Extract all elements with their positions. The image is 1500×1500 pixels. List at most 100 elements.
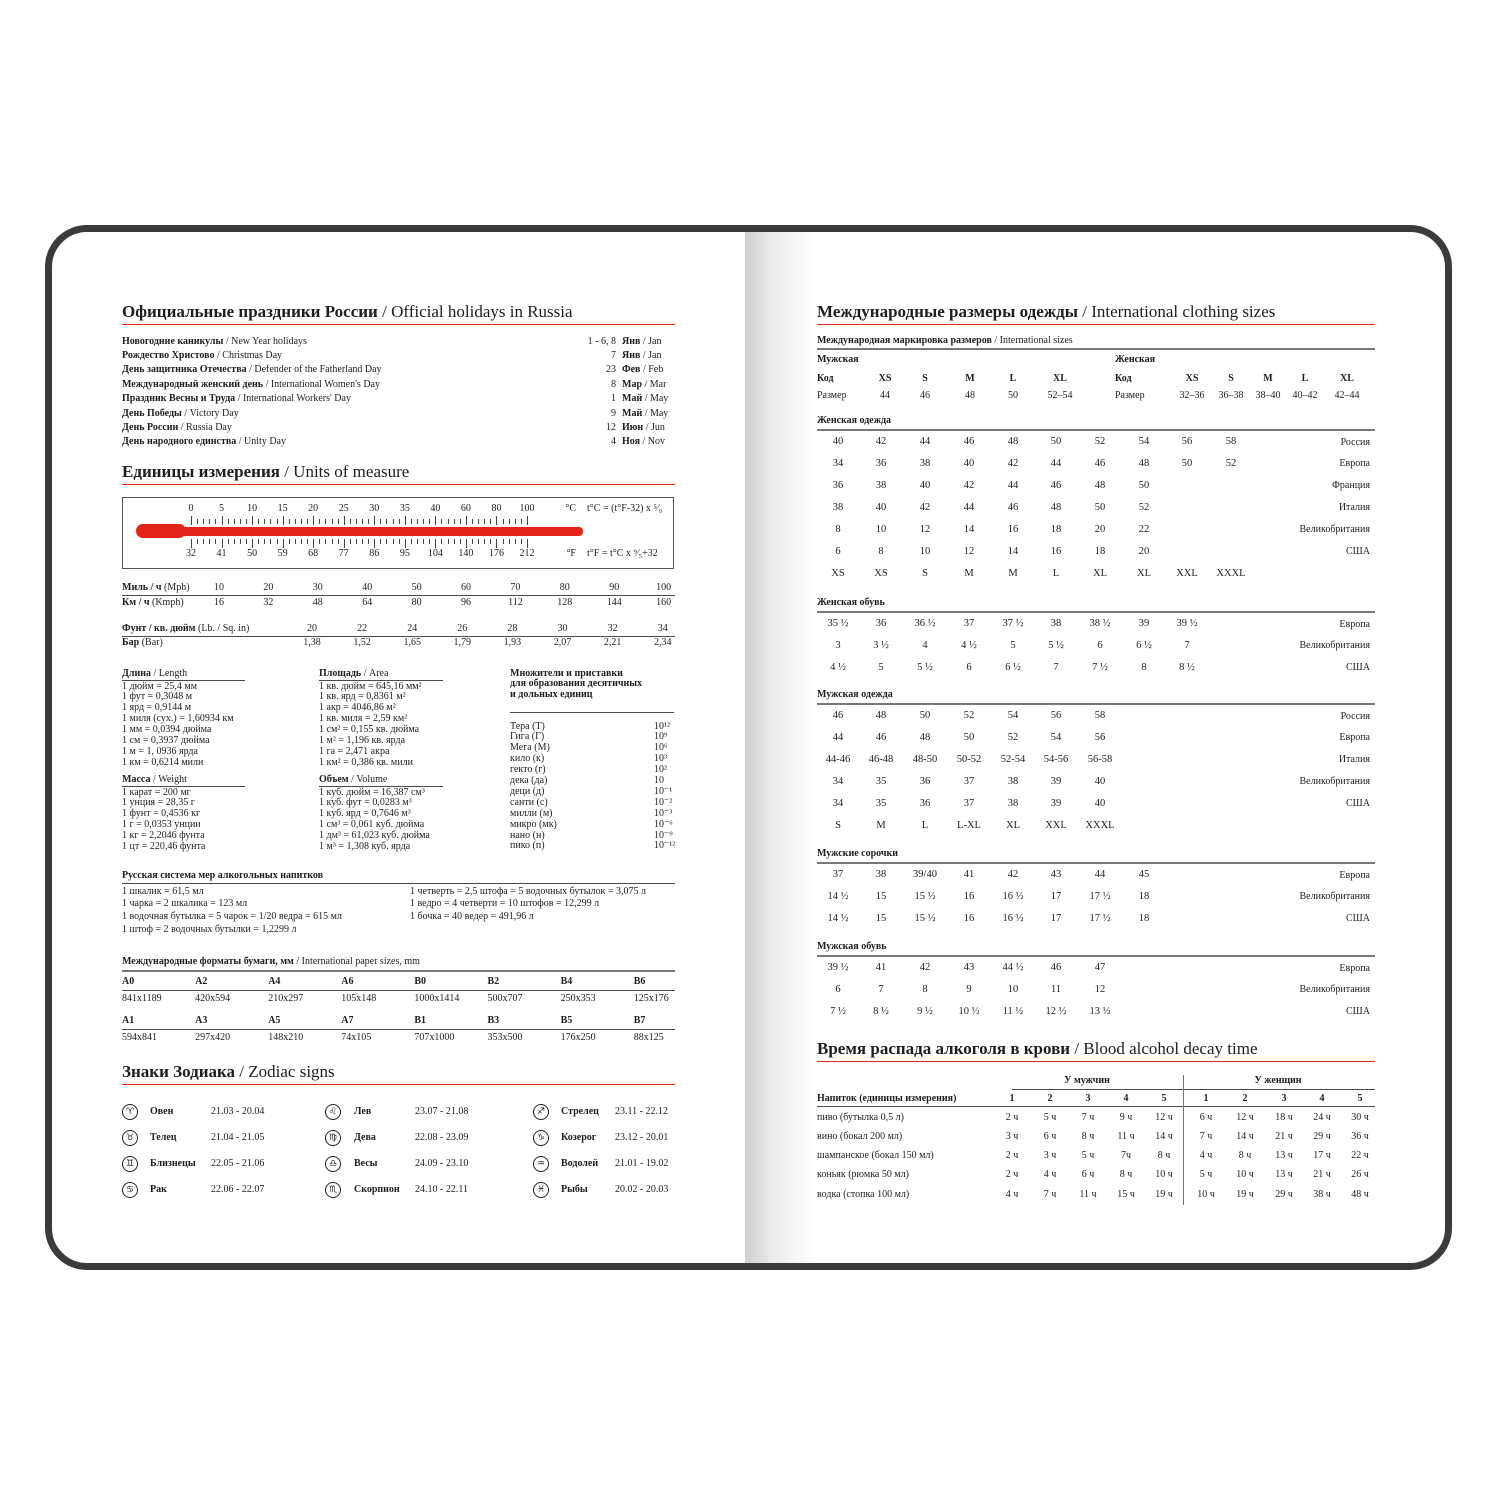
length-item: 1 миля (сух.) = 1,60934 км <box>122 713 234 725</box>
weight-title-ru: Масса <box>122 773 151 785</box>
size-value: 37 <box>963 618 975 630</box>
psi-label-en: (Lb. / Sq. in) <box>195 622 250 634</box>
men-column-number: 1 <box>1009 1092 1015 1104</box>
holiday-month: Ноя / Nov <box>622 437 665 447</box>
fahrenheit-tick <box>478 539 480 544</box>
celsius-tick <box>307 519 309 524</box>
fahrenheit-tick <box>472 539 474 544</box>
size-country: Европа <box>1339 458 1370 470</box>
length-item: 1 м = 1, 0936 ярда <box>122 745 198 757</box>
holiday-name-en: / International Workers' Day <box>235 393 351 405</box>
size-value: 10 <box>1007 984 1019 996</box>
men-size: 44 <box>880 389 890 401</box>
weight-title-underline <box>122 786 245 787</box>
prefix-value: 10² <box>654 764 667 776</box>
men-code: S <box>922 372 928 384</box>
drink-name: коньяк (рюмка 50 мл) <box>817 1169 910 1181</box>
fahrenheit-tick <box>252 539 254 548</box>
fahrenheit-tick <box>362 539 364 544</box>
bar-label-en: (Bar) <box>139 636 163 648</box>
women-code: S <box>1228 372 1234 384</box>
fahrenheit-tick-label: 140 <box>458 547 474 559</box>
holiday-name: День Победы / Victory Day <box>122 408 239 419</box>
fahrenheit-tick-label: 104 <box>427 547 443 559</box>
size-value: 10 <box>875 523 887 535</box>
men-decay-time: 8 ч <box>1119 1169 1133 1181</box>
thermometer-bulb <box>136 524 186 538</box>
men-decay-time: 6 ч <box>1081 1169 1095 1181</box>
size-value: 6 <box>835 984 841 996</box>
decay-group-divider <box>1012 1089 1375 1090</box>
kmph-label-ru: Км / ч <box>122 596 150 608</box>
size-value: S <box>922 567 928 579</box>
paper-title-ru: Международные форматы бумаги, мм <box>122 955 294 967</box>
fahrenheit-tick-label: 59 <box>277 547 288 559</box>
volume-title-en: / Volume <box>348 773 388 785</box>
size-value: 52 <box>1138 501 1150 513</box>
size-value: 40 <box>1094 797 1106 809</box>
prefix-name: санти (с) <box>510 796 548 808</box>
size-value: 48 <box>1050 501 1062 513</box>
size-value: 54 <box>1138 436 1150 448</box>
women-decay-time: 48 ч <box>1351 1188 1369 1200</box>
capricorn-icon: ♑ <box>533 1130 549 1146</box>
size-value: 56 <box>1094 732 1106 744</box>
mph-value: 60 <box>461 581 471 593</box>
zodiac-sign-dates: 21.04 - 21.05 <box>211 1131 265 1143</box>
celsius-tick <box>484 519 486 524</box>
fahrenheit-tick <box>502 539 504 544</box>
size-country: США <box>1346 662 1370 674</box>
mph-value: 50 <box>411 581 422 593</box>
celsius-tick-label: 15 <box>277 502 288 514</box>
size-value: 44 <box>1094 869 1106 881</box>
zodiac-title-underline <box>122 1084 675 1085</box>
alcohol-measures-title: Русская система мер алкогольных напитков <box>122 869 324 881</box>
prefix-value: 10⁻² <box>654 796 673 808</box>
size-value: 34 <box>832 797 844 809</box>
zodiac-sign-name: Дева <box>354 1131 376 1143</box>
paper-format-name: B4 <box>560 975 573 987</box>
celsius-tick <box>276 519 278 524</box>
psi-value: 34 <box>657 622 668 634</box>
women-code: XS <box>1185 372 1199 384</box>
women-decay-time: 24 ч <box>1313 1111 1331 1123</box>
fahrenheit-tick <box>386 539 388 544</box>
size-value: 22 <box>1138 523 1150 535</box>
fahrenheit-tick <box>490 539 492 544</box>
paper-format-name: A7 <box>341 1014 354 1026</box>
women-column-number: 4 <box>1319 1092 1325 1104</box>
size-value: 5 ½ <box>1048 640 1064 652</box>
bar-value: 1,38 <box>303 636 321 648</box>
paper-format-name: A4 <box>268 975 281 987</box>
virgo-icon: ♍ <box>325 1130 341 1146</box>
mph-label: Миль / ч (Mph) <box>122 582 190 593</box>
holiday-day: 12 <box>606 421 616 433</box>
size-value: 48 <box>875 710 887 722</box>
celsius-tick <box>520 519 522 524</box>
marking-title: Международная маркировка размеров / Inte… <box>817 335 1073 346</box>
paper-title: Международные форматы бумаги, мм / Inter… <box>122 955 420 967</box>
men-decay-time: 6 ч <box>1043 1130 1057 1142</box>
bar-value: 1,93 <box>503 636 522 648</box>
size-value: 50 <box>1181 458 1193 470</box>
size-value: 40 <box>963 458 975 470</box>
fahrenheit-tick <box>245 539 247 544</box>
size-value: 14 ½ <box>827 891 849 903</box>
holiday-month-ru: Янв <box>622 335 641 347</box>
size-value: 56 <box>1181 436 1193 448</box>
mph-value: 10 <box>214 581 224 593</box>
size-country: Великобритания <box>1299 776 1370 788</box>
fahrenheit-tick <box>404 539 406 548</box>
bar-value: 2,21 <box>603 636 622 648</box>
area-title-en: / Area <box>361 667 389 679</box>
celsius-tick <box>472 519 474 524</box>
paper-row-divider <box>122 990 675 991</box>
holiday-name-ru: Международный женский день <box>122 378 264 390</box>
women-column-number: 2 <box>1242 1092 1248 1104</box>
size-value: 46 <box>875 732 887 744</box>
marking-divider <box>817 348 1375 350</box>
prefix-value: 10⁹ <box>654 731 668 743</box>
size-value: L <box>1052 567 1060 579</box>
holiday-month-en: / Jun <box>643 421 665 433</box>
